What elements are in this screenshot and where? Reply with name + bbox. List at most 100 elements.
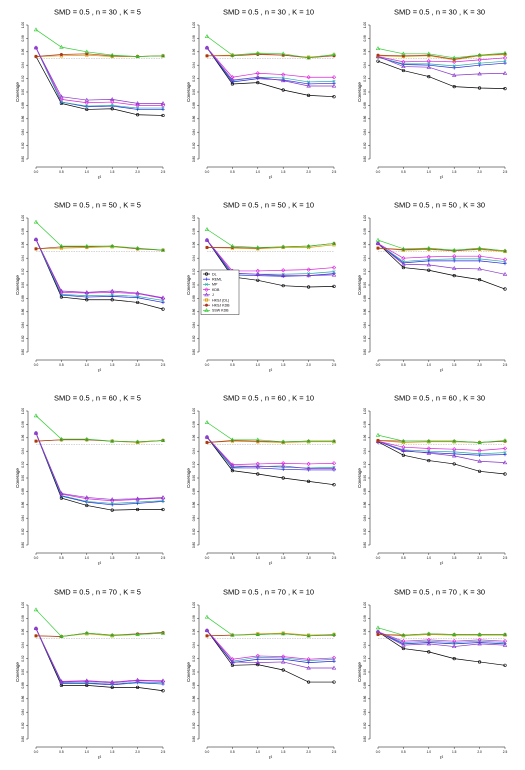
data-point <box>426 262 432 267</box>
data-point <box>135 677 140 682</box>
legend-marker <box>205 298 208 302</box>
data-point <box>280 273 286 278</box>
data-point <box>452 639 457 644</box>
y-tick-label: 0.84 <box>21 322 25 328</box>
data-point <box>306 75 311 80</box>
y-tick-label: 0.90 <box>363 669 367 675</box>
series-line <box>377 440 506 451</box>
y-tick-label: 0.90 <box>21 89 25 95</box>
series-line <box>206 47 335 98</box>
data-point <box>452 259 456 263</box>
data-point <box>426 254 431 259</box>
data-point <box>59 634 64 638</box>
series-line <box>377 243 506 260</box>
data-point <box>502 438 508 442</box>
y-axis-label: Coverage <box>357 662 362 682</box>
y-tick-label: 0.88 <box>363 295 367 301</box>
data-point <box>502 632 508 636</box>
y-tick-label: 1.00 <box>363 408 367 414</box>
data-point <box>280 659 286 664</box>
y-tick-label: 0.90 <box>363 89 367 95</box>
data-point <box>160 438 166 442</box>
data-point <box>59 52 63 57</box>
y-tick-label: 0.92 <box>192 655 196 661</box>
data-point <box>59 491 64 495</box>
data-point <box>84 49 90 54</box>
series-line <box>377 440 506 463</box>
data-point <box>502 70 508 75</box>
x-tick-label: 0.0 <box>205 750 210 754</box>
panel-title: SMD = 0.5 , n = 70 , K = 5 <box>54 588 141 597</box>
series-line <box>377 243 506 262</box>
y-tick-label: 0.96 <box>363 241 367 247</box>
x-tick-label: 2.5 <box>503 170 508 174</box>
data-point <box>230 75 235 80</box>
series-line <box>377 440 506 456</box>
data-point <box>451 644 457 649</box>
y-tick-label: 0.98 <box>363 35 367 41</box>
legend-marker <box>204 282 209 286</box>
data-point <box>331 461 337 466</box>
y-tick-label: 0.96 <box>192 628 196 634</box>
data-point <box>255 271 261 276</box>
series-line <box>377 239 506 252</box>
x-tick-label: 1.5 <box>452 750 457 754</box>
data-point <box>84 678 90 683</box>
data-point <box>502 642 508 647</box>
y-tick-label: 0.84 <box>363 709 367 715</box>
x-tick-label: 1.5 <box>452 363 457 367</box>
data-point <box>255 461 260 467</box>
data-point <box>255 50 261 55</box>
x-tick-label: 1.5 <box>110 750 115 754</box>
data-point <box>110 293 114 297</box>
legend-label: REML <box>212 278 222 282</box>
data-point <box>33 237 39 242</box>
data-point <box>332 284 336 288</box>
data-point <box>161 307 165 311</box>
y-tick-label: 0.86 <box>192 501 196 507</box>
y-tick-label: 0.80 <box>363 542 367 548</box>
x-tick-label: 1.5 <box>110 363 115 367</box>
data-point <box>160 495 166 499</box>
series-line <box>35 239 164 310</box>
x-axis-label: τ² <box>98 368 102 373</box>
data-point <box>306 273 311 278</box>
data-point <box>375 432 381 437</box>
y-tick-label: 0.96 <box>363 628 367 634</box>
data-point <box>401 632 406 637</box>
series-line <box>206 436 334 469</box>
data-point <box>427 62 431 66</box>
data-point <box>34 247 38 251</box>
series-line <box>206 630 335 660</box>
chart-panel: SMD = 0.5 , n = 60 , K = 5 0.80 0.82 0.84 0.… <box>15 394 165 566</box>
y-tick-label: 0.88 <box>21 102 25 108</box>
series-line <box>35 239 164 299</box>
data-point <box>160 295 166 300</box>
x-axis-label: τ² <box>269 368 273 373</box>
data-point <box>204 227 210 231</box>
y-tick-label: 0.96 <box>363 48 367 54</box>
series-line <box>35 47 163 110</box>
data-point <box>204 434 210 439</box>
data-point <box>477 641 482 646</box>
y-tick-label: 0.98 <box>192 35 196 41</box>
x-tick-label: 0.5 <box>401 750 406 754</box>
series-line <box>377 243 506 290</box>
data-point <box>256 81 260 85</box>
data-point <box>426 450 432 455</box>
x-axis-label: τ² <box>98 755 102 760</box>
series-line <box>206 239 335 272</box>
y-tick-label: 0.88 <box>21 295 25 301</box>
data-point <box>109 679 115 684</box>
data-point <box>401 639 406 644</box>
x-tick-label: 1.5 <box>281 170 286 174</box>
x-tick-label: 2.0 <box>306 363 311 367</box>
data-point <box>477 52 482 57</box>
x-tick-label: 1.0 <box>427 363 432 367</box>
data-point <box>110 99 115 105</box>
data-point <box>401 265 406 270</box>
data-point <box>34 634 38 638</box>
data-point <box>161 499 165 504</box>
legend-marker <box>204 287 209 292</box>
